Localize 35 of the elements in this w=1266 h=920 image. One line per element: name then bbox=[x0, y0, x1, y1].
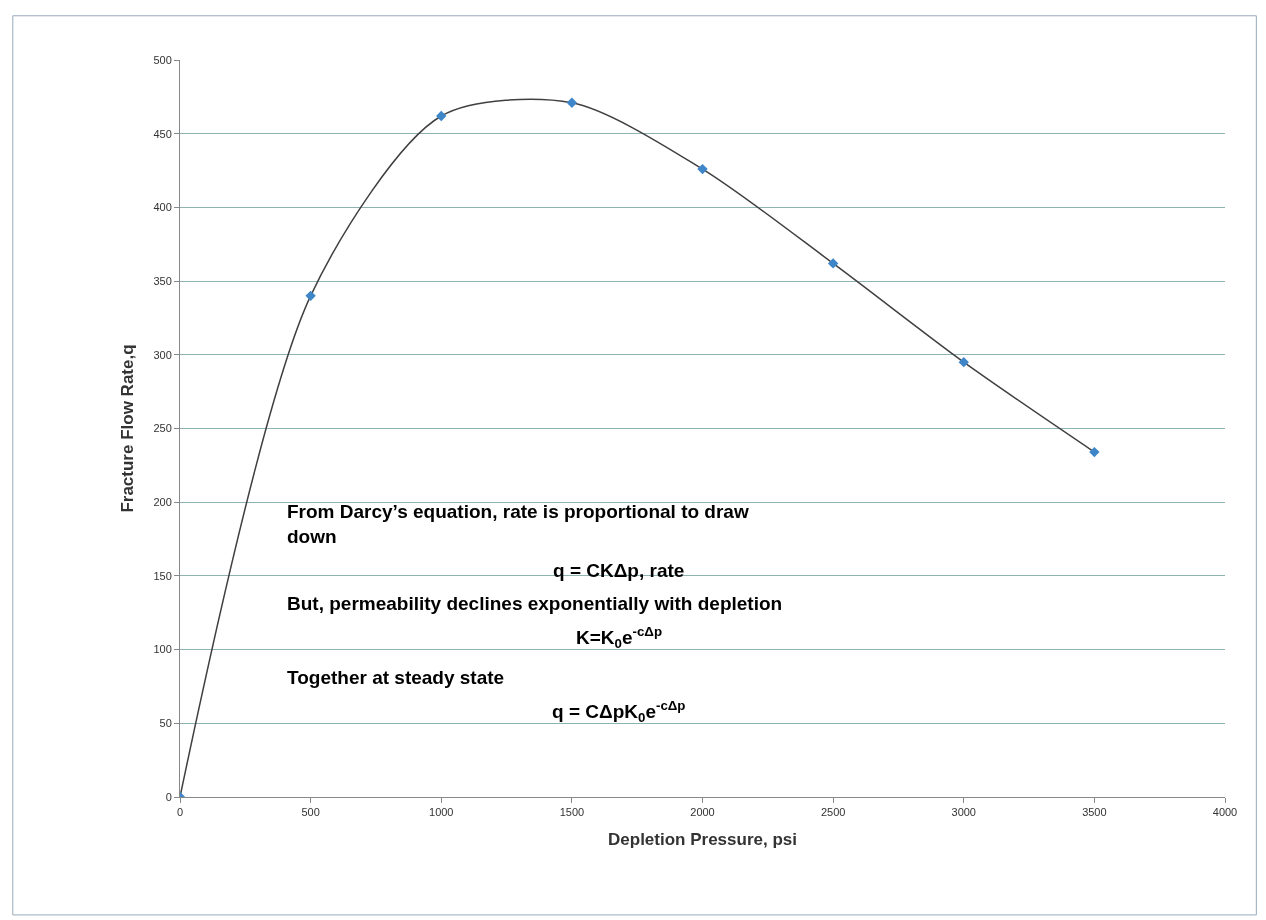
point bbox=[697, 163, 708, 175]
annotation: q = CΔpK$_{0}$e$^{-cΔp}$ bbox=[552, 698, 686, 725]
x-tick-label: 2000 bbox=[690, 806, 715, 819]
x-tick-label: 2500 bbox=[820, 806, 846, 819]
x-axis-title: Depletion Pressure, psi bbox=[608, 829, 797, 849]
annotation: From Darcy’s equation, rate is proportional to draw down bbox=[287, 501, 749, 547]
annotation: q = CKΔp, rate bbox=[553, 560, 685, 581]
x-tick-label: 3500 bbox=[1082, 806, 1107, 819]
y-tick-label: 200 bbox=[153, 496, 172, 509]
y-tick-label: 150 bbox=[153, 569, 172, 582]
point bbox=[827, 258, 839, 269]
point bbox=[305, 290, 316, 302]
y-tick-label: 0 bbox=[165, 790, 172, 803]
y-tick-label: 400 bbox=[153, 201, 172, 214]
y-tick-label: 50 bbox=[159, 717, 172, 730]
point bbox=[958, 356, 969, 368]
x-tick-label: 1000 bbox=[429, 806, 454, 819]
y-tick-label: 450 bbox=[153, 127, 172, 140]
x-tick-label: 500 bbox=[301, 806, 320, 819]
y-tick-label: 100 bbox=[153, 643, 172, 656]
x-tick-label: 0 bbox=[176, 806, 184, 819]
y-tick-label: 350 bbox=[153, 274, 172, 287]
annotation: But, permeability declines exponentially with depletion bbox=[287, 593, 783, 614]
y-axis-title: Fracture Flow Rate,q bbox=[117, 344, 137, 513]
y-tick-label: 500 bbox=[153, 53, 172, 66]
y-tick-label: 250 bbox=[153, 422, 172, 435]
x-tick-label: 4000 bbox=[1212, 806, 1238, 819]
point bbox=[566, 97, 578, 108]
annotation: K=K$_{0}$e$^{-cΔp}$ bbox=[576, 624, 663, 651]
x-tick-label: 3000 bbox=[951, 806, 976, 819]
point bbox=[1089, 446, 1100, 458]
annotation: Together at steady state bbox=[287, 667, 505, 688]
point bbox=[436, 110, 447, 122]
x-tick-label: 1500 bbox=[559, 806, 585, 819]
y-tick-label: 300 bbox=[153, 348, 172, 361]
